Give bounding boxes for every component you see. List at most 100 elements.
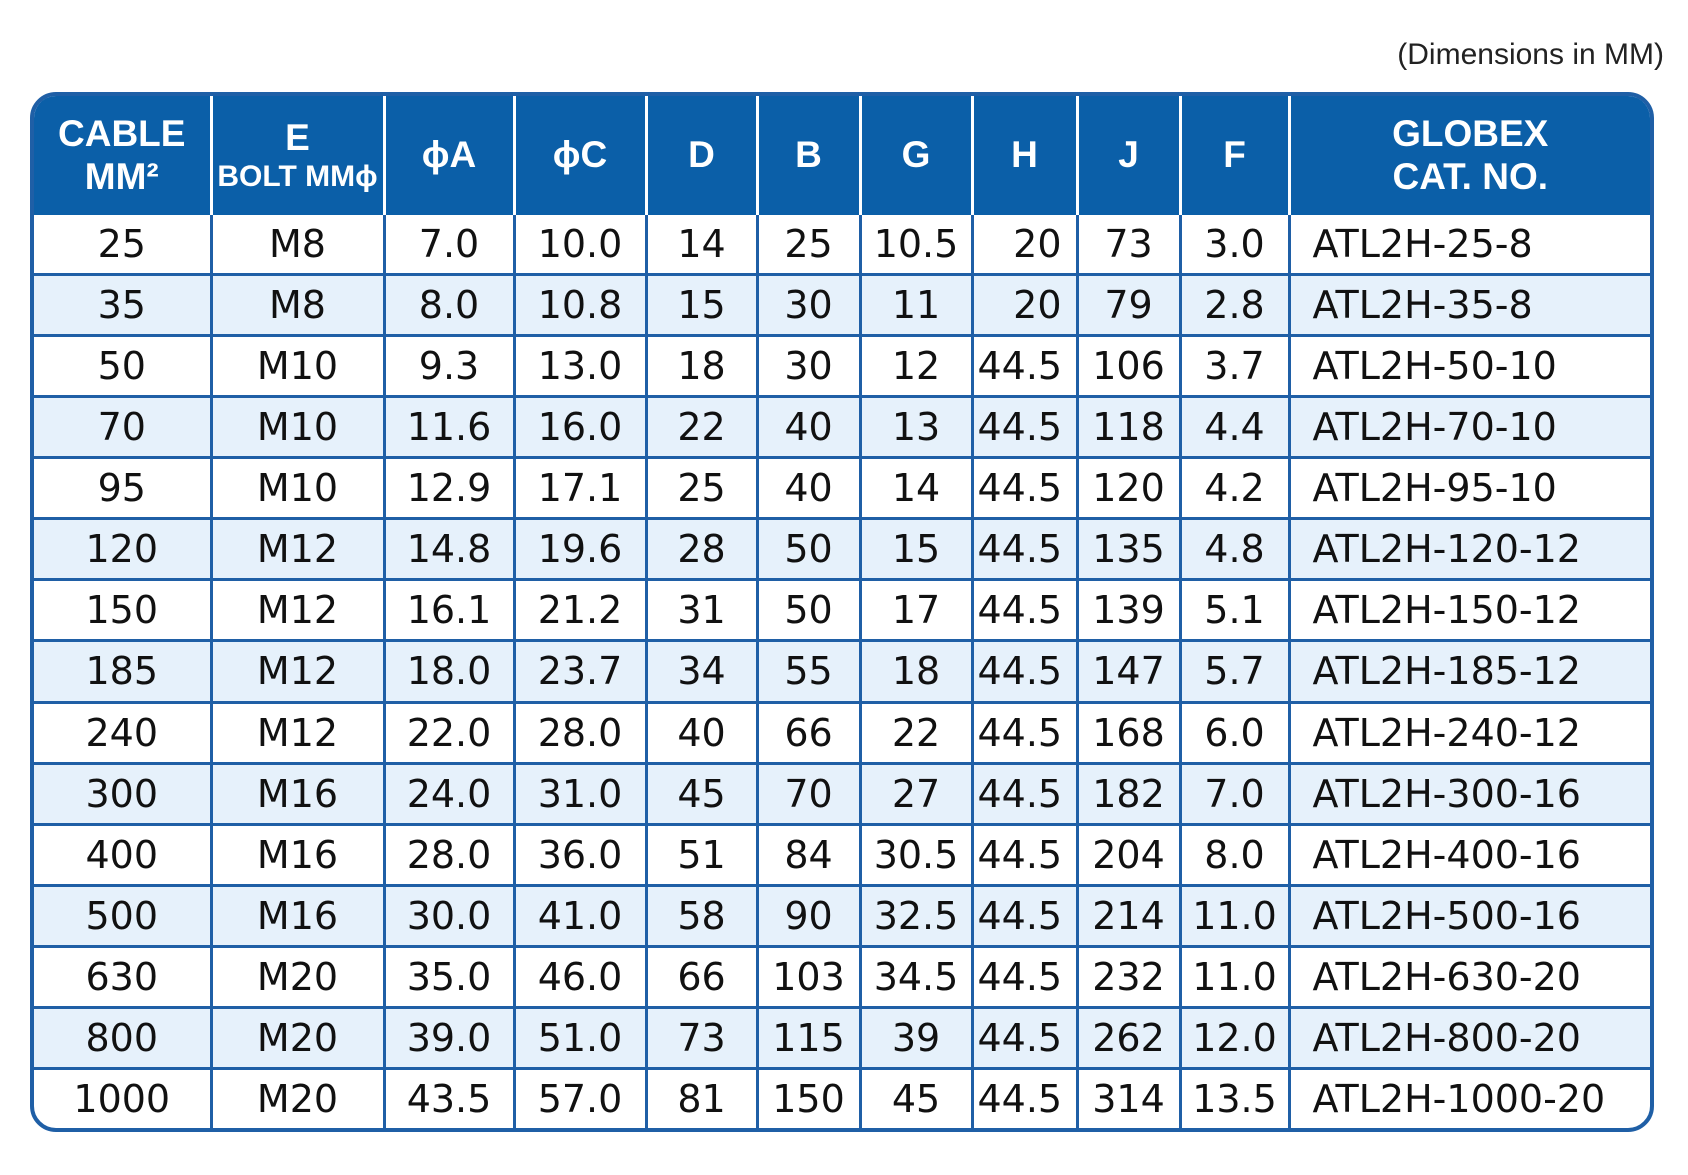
cell-e: M10 — [211, 394, 386, 458]
cell-g: 15 — [860, 517, 974, 580]
cell-d: 73 — [646, 1006, 759, 1069]
cell-e: M12 — [211, 578, 386, 641]
cell-g: 32.5 — [860, 883, 974, 947]
cell-j: 79 — [1077, 272, 1182, 336]
cell-e: M12 — [211, 639, 386, 703]
cell-g: 45 — [860, 1067, 974, 1128]
cell-a: 43.5 — [384, 1067, 516, 1128]
cell-j: 314 — [1077, 1067, 1182, 1128]
cell-cable: 50 — [34, 333, 213, 397]
cell-f: 4.8 — [1180, 517, 1291, 580]
cell-h: 44.5 — [972, 333, 1079, 397]
cell-f: 6.0 — [1180, 700, 1291, 764]
cell-d: 14 — [646, 215, 759, 275]
table-row: 50 M10 9.3 13.0 18 30 12 44.5 106 3.7 ATL2H-50-10 — [34, 333, 1650, 397]
cell-j: 139 — [1077, 578, 1182, 641]
cell-a: 16.1 — [384, 578, 516, 641]
cell-g: 27 — [860, 761, 974, 825]
cell-b: 25 — [757, 215, 862, 275]
table-row: 800 M20 39.0 51.0 73 115 39 44.5 262 12.0 ATL2H-80… — [34, 1006, 1650, 1069]
cell-cat: ATL2H-800-20 — [1289, 1006, 1650, 1069]
cell-h: 20 — [972, 272, 1079, 336]
cell-b: 40 — [757, 394, 862, 458]
table-row: 120 M12 14.8 19.6 28 50 15 44.5 135 4.8 ATL2H-120-… — [34, 517, 1650, 580]
cell-a: 18.0 — [384, 639, 516, 703]
cell-h: 44.5 — [972, 517, 1079, 580]
cell-a: 11.6 — [384, 394, 516, 458]
cell-cable: 240 — [34, 700, 213, 764]
cell-f: 11.0 — [1180, 945, 1291, 1008]
cell-a: 9.3 — [384, 333, 516, 397]
cell-cat: ATL2H-300-16 — [1289, 761, 1650, 825]
cell-e: M20 — [211, 1067, 386, 1128]
table-row: 185 M12 18.0 23.7 34 55 18 44.5 147 5.7 ATL2H-185-… — [34, 639, 1650, 703]
cell-cat: ATL2H-185-12 — [1289, 639, 1650, 703]
cell-h: 44.5 — [972, 761, 1079, 825]
cell-j: 106 — [1077, 333, 1182, 397]
cell-c: 51.0 — [514, 1006, 648, 1069]
header-cable-line2: MM² — [84, 155, 159, 197]
header-g: G — [860, 96, 974, 215]
cell-d: 34 — [646, 639, 759, 703]
cell-c: 23.7 — [514, 639, 648, 703]
table-row: 70 M10 11.6 16.0 22 40 13 44.5 118 4.4 ATL2H-70-10 — [34, 394, 1650, 458]
cell-cat: ATL2H-150-12 — [1289, 578, 1650, 641]
table-row: 95 M10 12.9 17.1 25 40 14 44.5 120 4.2 ATL2H-95-10 — [34, 456, 1650, 519]
cell-cable: 95 — [34, 456, 213, 519]
cell-a: 30.0 — [384, 883, 516, 947]
cell-b: 50 — [757, 517, 862, 580]
cell-g: 14 — [860, 456, 974, 519]
cell-b: 70 — [757, 761, 862, 825]
cell-cable: 1000 — [34, 1067, 213, 1128]
cell-f: 4.4 — [1180, 394, 1291, 458]
cell-f: 3.0 — [1180, 215, 1291, 275]
cell-b: 55 — [757, 639, 862, 703]
cell-h: 20 — [972, 215, 1079, 275]
cell-d: 58 — [646, 883, 759, 947]
cell-j: 204 — [1077, 822, 1182, 886]
cell-e: M12 — [211, 517, 386, 580]
cell-g: 34.5 — [860, 945, 974, 1008]
cell-b: 66 — [757, 700, 862, 764]
cell-b: 150 — [757, 1067, 862, 1128]
table-row: 25 M8 7.0 10.0 14 25 10.5 20 73 3.0 ATL2H-25-8 — [34, 215, 1650, 275]
cell-d: 25 — [646, 456, 759, 519]
cell-cable: 120 — [34, 517, 213, 580]
cell-a: 22.0 — [384, 700, 516, 764]
header-cable: CABLE MM² — [34, 96, 213, 215]
cell-d: 66 — [646, 945, 759, 1008]
cell-g: 10.5 — [860, 215, 974, 275]
cell-a: 12.9 — [384, 456, 516, 519]
table-row: 500 M16 30.0 41.0 58 90 32.5 44.5 214 11.0 ATL2H-5… — [34, 883, 1650, 947]
cell-j: 182 — [1077, 761, 1182, 825]
cell-cat: ATL2H-1000-20 — [1289, 1067, 1650, 1128]
cell-a: 28.0 — [384, 822, 516, 886]
header-e: E BOLT MMϕ — [211, 96, 386, 215]
cell-b: 50 — [757, 578, 862, 641]
cell-b: 30 — [757, 333, 862, 397]
cell-e: M10 — [211, 456, 386, 519]
cell-b: 90 — [757, 883, 862, 947]
cell-f: 5.7 — [1180, 639, 1291, 703]
header-c: ϕC — [514, 96, 648, 215]
cell-c: 31.0 — [514, 761, 648, 825]
cell-e: M20 — [211, 945, 386, 1008]
header-j: J — [1077, 96, 1182, 215]
cell-cat: ATL2H-240-12 — [1289, 700, 1650, 764]
cell-cat: ATL2H-400-16 — [1289, 822, 1650, 886]
table-row: 240 M12 22.0 28.0 40 66 22 44.5 168 6.0 ATL2H-240-… — [34, 700, 1650, 764]
cell-cable: 70 — [34, 394, 213, 458]
cell-h: 44.5 — [972, 700, 1079, 764]
header-cable-line1: CABLE — [58, 112, 186, 154]
cell-g: 18 — [860, 639, 974, 703]
cell-j: 214 — [1077, 883, 1182, 947]
cell-d: 28 — [646, 517, 759, 580]
table-body: 25 M8 7.0 10.0 14 25 10.5 20 73 3.0 ATL2H-25-8 35 M8… — [34, 215, 1650, 1128]
cell-c: 41.0 — [514, 883, 648, 947]
cell-cable: 300 — [34, 761, 213, 825]
cell-f: 7.0 — [1180, 761, 1291, 825]
cell-f: 2.8 — [1180, 272, 1291, 336]
cell-j: 168 — [1077, 700, 1182, 764]
cell-b: 30 — [757, 272, 862, 336]
cell-h: 44.5 — [972, 883, 1079, 947]
